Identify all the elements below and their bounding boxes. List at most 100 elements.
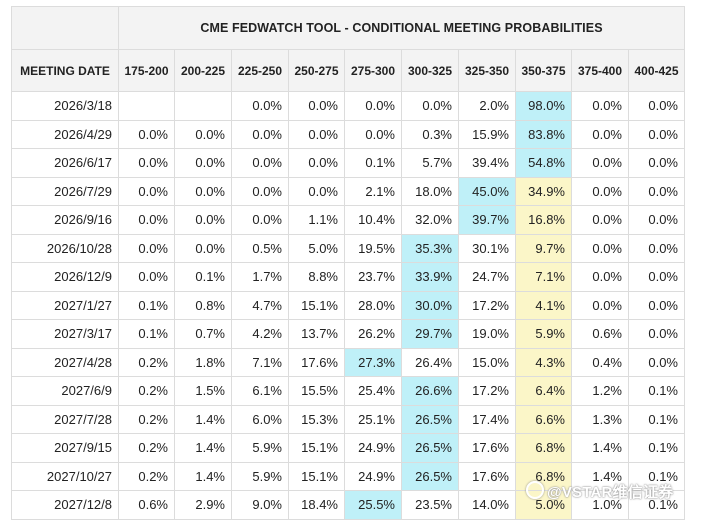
probability-cell: 0.2% (118, 433, 175, 463)
probability-cell: 0.1% (628, 461, 685, 491)
meeting-date-cell: 2027/4/28 (11, 347, 119, 377)
probability-cell: 0.0% (174, 205, 232, 235)
meeting-date-cell: 2026/3/18 (11, 91, 119, 121)
table-row: 2027/4/28 0.2% 1.8% 7.1% 17.6% 27.3% 26.4% 15.0… (11, 347, 685, 377)
probability-cell: 1.1% (288, 205, 345, 235)
probability-cell: 17.2% (458, 290, 516, 320)
probability-cell: 28.0% (344, 290, 402, 320)
probability-cell: 39.7% (458, 205, 516, 235)
probability-cell: 9.7% (515, 233, 572, 263)
table-row: 2027/7/28 0.2% 1.4% 6.0% 15.3% 25.1% 26.5% 17.4… (11, 404, 685, 434)
probability-cell: 0.0% (344, 91, 402, 121)
probability-cell: 24.7% (458, 262, 516, 292)
probability-cell: 0.0% (344, 119, 402, 149)
rate-range-header: 250-275 (288, 49, 345, 92)
probability-cell: 0.0% (174, 148, 232, 178)
table-row: 2026/12/9 0.0% 0.1% 1.7% 8.8% 23.7% 33.9% 24.7%… (11, 262, 685, 292)
table-row: 2027/10/27 0.2% 1.4% 5.9% 15.1% 24.9% 26.5% 17.… (11, 461, 685, 491)
probability-cell: 15.0% (458, 347, 516, 377)
watermark: @VSTAR维信证券 (526, 481, 673, 502)
probability-cell: 0.5% (231, 233, 289, 263)
probability-cell: 6.1% (231, 376, 289, 406)
probability-cell: 8.8% (288, 262, 345, 292)
probability-cell: 9.0% (231, 490, 289, 520)
probability-cell: 83.8% (515, 119, 572, 149)
probability-cell: 0.6% (571, 319, 629, 349)
probability-cell: 30.0% (401, 290, 459, 320)
probability-cell: 1.2% (571, 376, 629, 406)
meeting-date-cell: 2027/9/15 (11, 433, 119, 463)
probability-cell: 14.0% (458, 490, 516, 520)
probability-cell: 25.5% (344, 490, 402, 520)
probability-cell: 25.1% (344, 404, 402, 434)
probability-cell: 0.0% (174, 119, 232, 149)
probability-cell: 0.0% (288, 119, 345, 149)
probability-cell: 0.0% (118, 119, 175, 149)
probability-cell: 0.0% (628, 262, 685, 292)
probability-cell: 0.1% (118, 319, 175, 349)
probability-cell: 0.0% (628, 119, 685, 149)
probability-cell: 4.2% (231, 319, 289, 349)
probability-cell: 26.5% (401, 461, 459, 491)
probability-cell: 4.7% (231, 290, 289, 320)
probability-cell: 0.3% (401, 119, 459, 149)
probability-cell: 1.0% (571, 490, 629, 520)
table-row: 2027/12/8 0.6% 2.9% 9.0% 18.4% 25.5% 23.5% 14.0… (11, 490, 685, 520)
probability-cell: 0.8% (174, 290, 232, 320)
meeting-date-cell: 2027/12/8 (11, 490, 119, 520)
probability-cell: 35.3% (401, 233, 459, 263)
rate-range-header: 375-400 (571, 49, 629, 92)
probability-cell: 0.0% (628, 205, 685, 235)
table-title: CME FEDWATCH TOOL - CONDITIONAL MEETING … (118, 6, 685, 50)
probability-cell: 0.0% (571, 205, 629, 235)
probability-cell: 0.1% (174, 262, 232, 292)
probability-cell: 17.6% (458, 461, 516, 491)
probability-cell: 5.9% (231, 433, 289, 463)
probability-cell: 0.2% (118, 404, 175, 434)
table-row: 2026/6/17 0.0% 0.0% 0.0% 0.0% 0.1% 5.7% 39.4% 54… (11, 148, 685, 178)
probability-cell: 10.4% (344, 205, 402, 235)
probability-cell: 6.8% (515, 433, 572, 463)
probability-cell: 45.0% (458, 176, 516, 206)
probability-cell: 0.0% (174, 233, 232, 263)
probability-cell: 26.2% (344, 319, 402, 349)
table-row: 2027/3/17 0.1% 0.7% 4.2% 13.7% 26.2% 29.7% 19.0… (11, 319, 685, 349)
probability-cell: 0.0% (288, 176, 345, 206)
probability-cell: 24.9% (344, 461, 402, 491)
probability-cell: 0.0% (628, 148, 685, 178)
probability-cell: 0.2% (118, 347, 175, 377)
meeting-date-cell: 2027/1/27 (11, 290, 119, 320)
table-row: 2026/4/29 0.0% 0.0% 0.0% 0.0% 0.0% 0.3% 15.9% 83… (11, 119, 685, 149)
probability-cell: 0.0% (231, 91, 289, 121)
probability-cell: 0.0% (628, 319, 685, 349)
probability-cell: 1.7% (231, 262, 289, 292)
probability-cell: 0.0% (231, 148, 289, 178)
table-corner (11, 6, 119, 50)
table-row: 2027/6/9 0.2% 1.5% 6.1% 15.5% 25.4% 26.6% 17.2%… (11, 376, 685, 406)
probability-cell: 17.6% (458, 433, 516, 463)
rate-range-header: 350-375 (515, 49, 572, 92)
probability-cell: 0.0% (118, 262, 175, 292)
probability-cell: 23.5% (401, 490, 459, 520)
meeting-date-cell: 2026/12/9 (11, 262, 119, 292)
probability-cell: 0.0% (118, 148, 175, 178)
probability-cell: 19.0% (458, 319, 516, 349)
probability-cell: 0.1% (118, 290, 175, 320)
probability-cell: 26.5% (401, 404, 459, 434)
probability-cell: 0.1% (344, 148, 402, 178)
watermark-text: @VSTAR维信证券 (547, 484, 674, 501)
probability-cell: 1.4% (174, 461, 232, 491)
fedwatch-probability-table: CME FEDWATCH TOOL - CONDITIONAL MEETING … (11, 6, 685, 520)
probability-cell: 0.0% (401, 91, 459, 121)
probability-cell: 0.1% (628, 376, 685, 406)
probability-cell: 1.4% (571, 433, 629, 463)
probability-cell: 0.0% (118, 233, 175, 263)
probability-cell: 17.6% (288, 347, 345, 377)
probability-cell: 1.4% (571, 461, 629, 491)
rate-range-header: 300-325 (401, 49, 459, 92)
probability-cell: 15.9% (458, 119, 516, 149)
probability-cell: 30.1% (458, 233, 516, 263)
probability-cell: 25.4% (344, 376, 402, 406)
probability-cell: 0.1% (628, 404, 685, 434)
probability-cell (118, 91, 175, 121)
